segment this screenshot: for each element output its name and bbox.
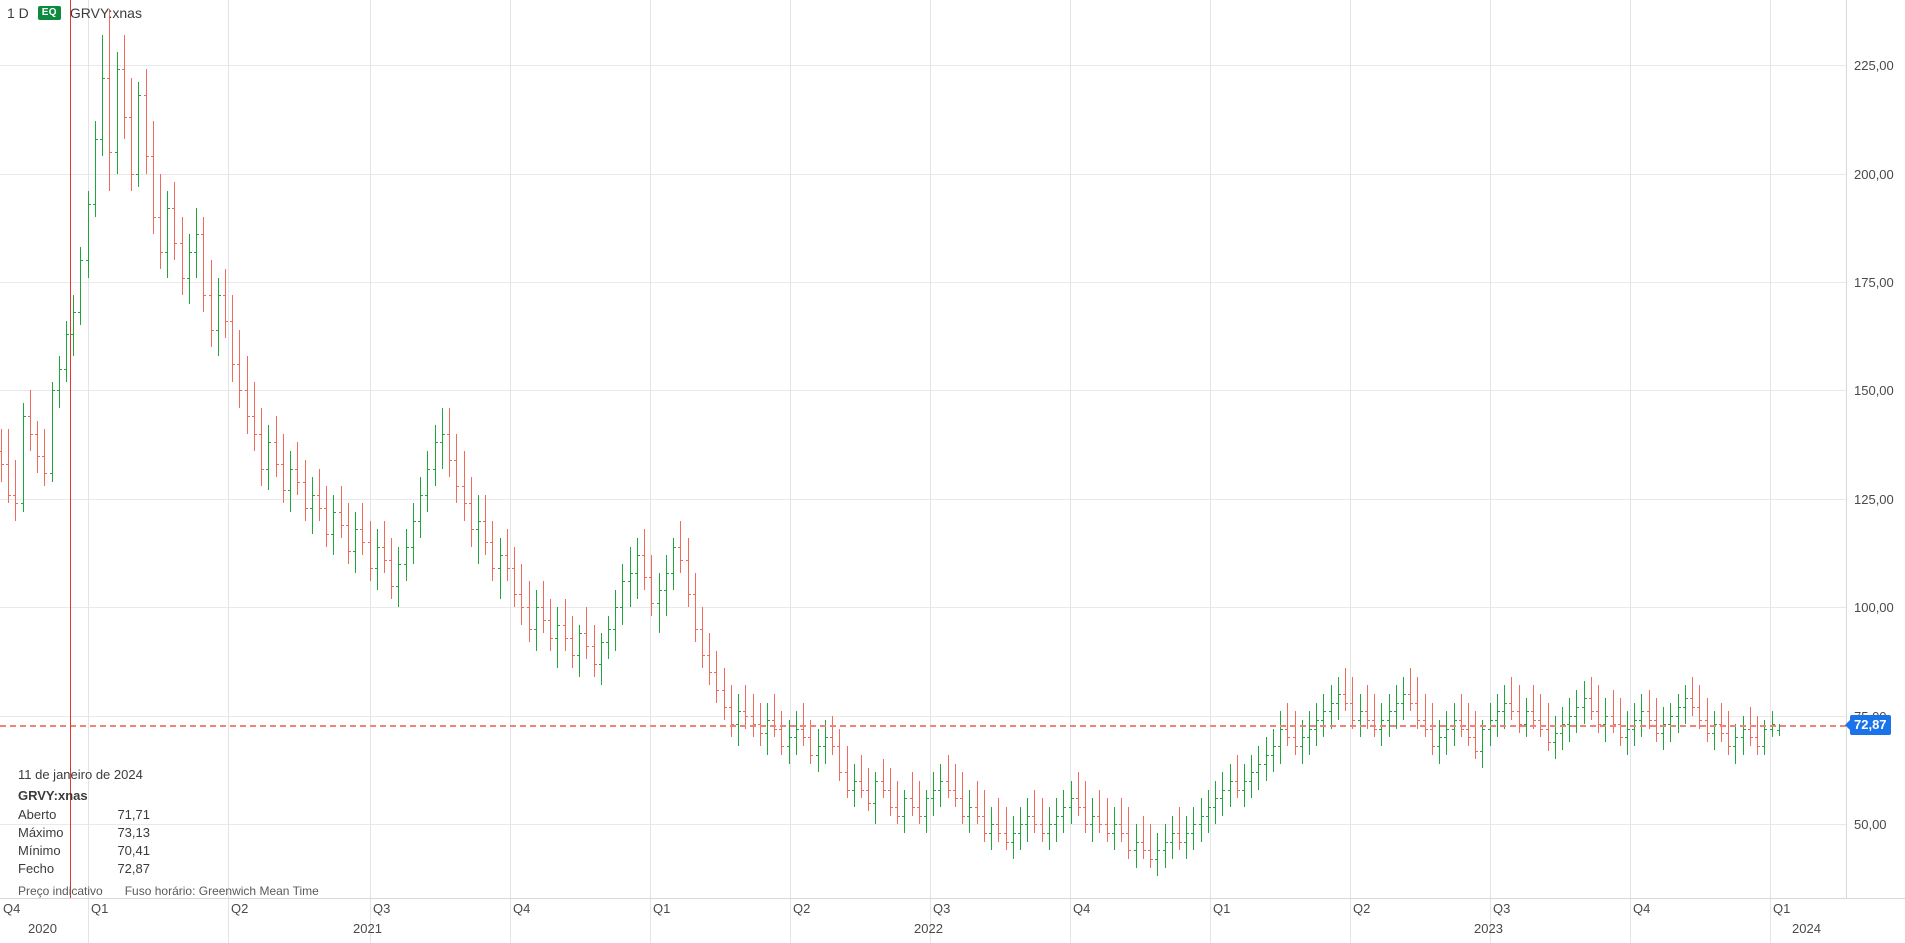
legend-ohlc-row: Mínimo 70,41 xyxy=(18,842,150,860)
legend-ohlc-key: Fecho xyxy=(18,861,55,876)
price-tick-label: 100,00 xyxy=(1854,600,1894,615)
gridline-vertical xyxy=(790,0,791,898)
time-tick-mark xyxy=(1070,899,1071,943)
quarter-label: Q2 xyxy=(1353,901,1371,916)
quarter-label: Q2 xyxy=(793,901,811,916)
legend-ohlc-value: 72,87 xyxy=(117,861,150,876)
gridline-horizontal xyxy=(0,499,1846,500)
legend-symbol: GRVY:xnas xyxy=(18,788,88,803)
price-tick-label: 50,00 xyxy=(1854,817,1887,832)
legend-ohlc-value: 73,13 xyxy=(117,825,150,840)
legend-date: 11 de janeiro de 2024 xyxy=(18,767,143,782)
gridline-vertical xyxy=(1070,0,1071,898)
gridline-horizontal xyxy=(0,174,1846,175)
gridline-vertical xyxy=(930,0,931,898)
last-price-line xyxy=(0,725,1846,727)
quarter-label: Q2 xyxy=(231,901,249,916)
plot-area[interactable] xyxy=(0,0,1846,898)
price-tick-label: 200,00 xyxy=(1854,167,1894,182)
gridline-vertical xyxy=(1490,0,1491,898)
crosshair-vertical-line xyxy=(70,0,71,898)
quarter-label: Q1 xyxy=(1773,901,1791,916)
legend-ohlc-key: Mínimo xyxy=(18,843,61,858)
gridline-vertical xyxy=(228,0,229,898)
quarter-label: Q1 xyxy=(91,901,109,916)
time-tick-mark xyxy=(1770,899,1771,943)
gridline-horizontal xyxy=(0,824,1846,825)
gridline-horizontal xyxy=(0,607,1846,608)
time-tick-mark xyxy=(1490,899,1491,943)
gridline-vertical xyxy=(88,0,89,898)
gridline-horizontal xyxy=(0,65,1846,66)
quarter-label: Q3 xyxy=(933,901,951,916)
time-tick-mark xyxy=(370,899,371,943)
price-tick-label: 175,00 xyxy=(1854,275,1894,290)
year-label: 2021 xyxy=(353,921,382,936)
gridline-vertical xyxy=(1770,0,1771,898)
time-tick-mark xyxy=(1630,899,1631,943)
quarter-label: Q3 xyxy=(1493,901,1511,916)
last-price-badge[interactable]: 72,87 xyxy=(1845,715,1891,735)
year-label: 2023 xyxy=(1474,921,1503,936)
time-axis[interactable]: Q4 Q1 Q2 Q3 Q4 Q1 Q2 Q3 Q4 Q1 Q2 Q3 Q4 Q1 2020 2021 2022… xyxy=(0,898,1905,943)
gridline-vertical xyxy=(650,0,651,898)
timezone-note: Fuso horário: Greenwich Mean Time xyxy=(124,884,319,898)
year-label: 2024 xyxy=(1792,921,1821,936)
price-tick-label: 125,00 xyxy=(1854,492,1894,507)
indicative-price-note: Preço indicativo xyxy=(18,884,103,898)
time-tick-mark xyxy=(790,899,791,943)
quarter-label: Q4 xyxy=(513,901,531,916)
gridline-vertical xyxy=(1350,0,1351,898)
gridline-vertical xyxy=(1210,0,1211,898)
price-axis[interactable]: 50,0075,00100,00125,00150,00175,00200,00… xyxy=(1845,0,1905,898)
time-tick-mark xyxy=(1210,899,1211,943)
quarter-label: Q1 xyxy=(653,901,671,916)
ohlc-legend: 11 de janeiro de 2024 GRVY:xnas Aberto 71… xyxy=(18,766,150,878)
price-tick-label: 225,00 xyxy=(1854,58,1894,73)
year-label: 2022 xyxy=(914,921,943,936)
time-tick-mark xyxy=(228,899,229,943)
legend-ohlc-key: Máximo xyxy=(18,825,64,840)
quarter-label: Q1 xyxy=(1213,901,1231,916)
legend-ohlc-value: 70,41 xyxy=(117,843,150,858)
legend-ohlc-row: Aberto 71,71 xyxy=(18,806,150,824)
quarter-label: Q4 xyxy=(1633,901,1651,916)
quarter-label: Q3 xyxy=(373,901,391,916)
time-tick-mark xyxy=(510,899,511,943)
legend-ohlc-key: Aberto xyxy=(18,807,57,822)
time-tick-mark xyxy=(88,899,89,943)
legend-ohlc-row: Máximo 73,13 xyxy=(18,824,150,842)
time-tick-mark xyxy=(930,899,931,943)
footer-notes: Preço indicativo Fuso horário: Greenwich… xyxy=(18,885,319,898)
gridline-vertical xyxy=(510,0,511,898)
time-tick-mark xyxy=(1350,899,1351,943)
quarter-label: Q4 xyxy=(3,901,21,916)
legend-ohlc-row: Fecho 72,87 xyxy=(18,860,150,878)
gridline-vertical xyxy=(1630,0,1631,898)
time-tick-mark xyxy=(650,899,651,943)
gridline-vertical xyxy=(370,0,371,898)
gridline-horizontal xyxy=(0,716,1846,717)
year-label: 2020 xyxy=(28,921,57,936)
quarter-label: Q4 xyxy=(1073,901,1091,916)
gridline-horizontal xyxy=(0,282,1846,283)
gridline-horizontal xyxy=(0,390,1846,391)
legend-ohlc-value: 71,71 xyxy=(117,807,150,822)
legend-ohlc-rows: Aberto 71,71 Máximo 73,13 Mínimo 70,41 Fecho 72… xyxy=(18,806,150,878)
price-tick-label: 150,00 xyxy=(1854,383,1894,398)
